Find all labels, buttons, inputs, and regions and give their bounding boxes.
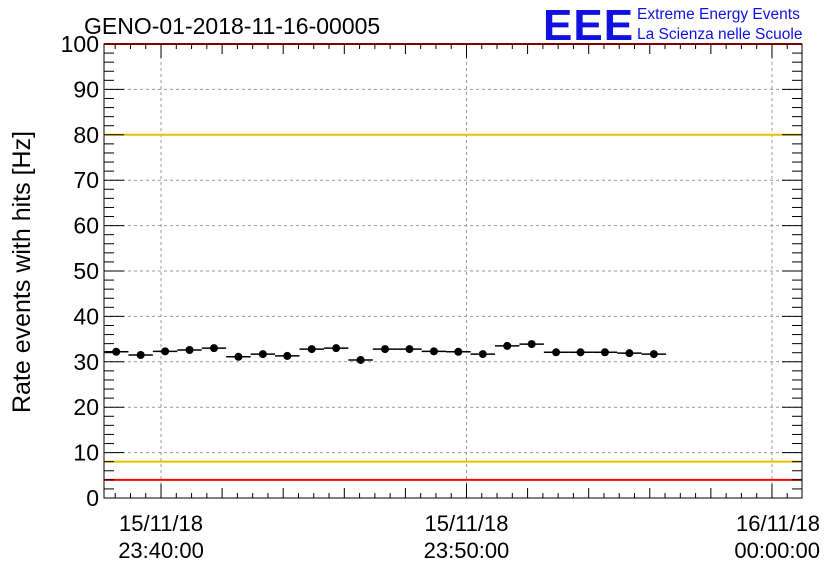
data-point — [258, 350, 267, 359]
data-point — [283, 351, 292, 360]
x-tick-label-date: 15/11/18 — [424, 511, 508, 536]
x-tick-labels: 15/11/1823:40:0015/11/1823:50:0016/11/18… — [118, 511, 820, 563]
chart-title: GENO-01-2018-11-16-00005 — [84, 13, 380, 39]
axis-ticks — [104, 43, 802, 499]
x-tick-label-time: 23:50:00 — [424, 538, 510, 563]
data-point — [503, 341, 512, 350]
data-point — [307, 345, 316, 354]
y-tick-label: 50 — [73, 258, 99, 284]
grid — [104, 44, 802, 498]
x-tick-label-date: 15/11/18 — [119, 511, 203, 536]
y-tick-label: 100 — [61, 31, 99, 57]
y-tick-labels: 0 10 20 30 40 50 60 70 80 90 100 — [61, 31, 99, 511]
data-point — [552, 348, 561, 357]
data-point — [112, 347, 121, 356]
data-point — [332, 344, 341, 353]
data-point — [405, 345, 414, 354]
data-point — [356, 355, 365, 364]
data-point — [600, 348, 609, 357]
x-tick-label-time: 00:00:00 — [734, 538, 820, 563]
data-point — [625, 349, 634, 358]
data-point — [381, 345, 390, 354]
data-points — [104, 340, 667, 364]
data-point — [185, 345, 194, 354]
logo-mark: EEE — [543, 1, 634, 50]
logo-line-2: La Scienza nelle Scuole — [637, 26, 802, 43]
y-tick-label: 80 — [73, 122, 99, 148]
y-axis-label: Rate events with hits [Hz] — [8, 131, 36, 413]
y-tick-label: 90 — [73, 76, 99, 102]
y-tick-label: 0 — [86, 485, 99, 511]
data-point — [429, 347, 438, 356]
reference-lines — [104, 43, 802, 481]
data-point — [136, 350, 145, 359]
logo-line-1: Extreme Energy Events — [637, 6, 800, 23]
data-point — [161, 347, 170, 356]
data-point — [234, 352, 243, 361]
y-tick-label: 40 — [73, 303, 99, 329]
data-point — [576, 348, 585, 357]
data-point — [209, 344, 218, 353]
y-tick-label: 20 — [73, 394, 99, 420]
y-tick-label: 30 — [73, 349, 99, 375]
x-tick-label-time: 23:40:00 — [118, 538, 204, 563]
y-tick-label: 70 — [73, 167, 99, 193]
eee-logo: EEE Extreme Energy Events La Scienza nel… — [543, 1, 802, 50]
data-point — [527, 340, 536, 349]
y-tick-label: 60 — [73, 213, 99, 239]
data-point — [454, 347, 463, 356]
data-point — [649, 350, 658, 359]
y-tick-label: 10 — [73, 440, 99, 466]
x-tick-label-date: 16/11/18 — [736, 511, 820, 536]
data-point — [478, 350, 487, 359]
